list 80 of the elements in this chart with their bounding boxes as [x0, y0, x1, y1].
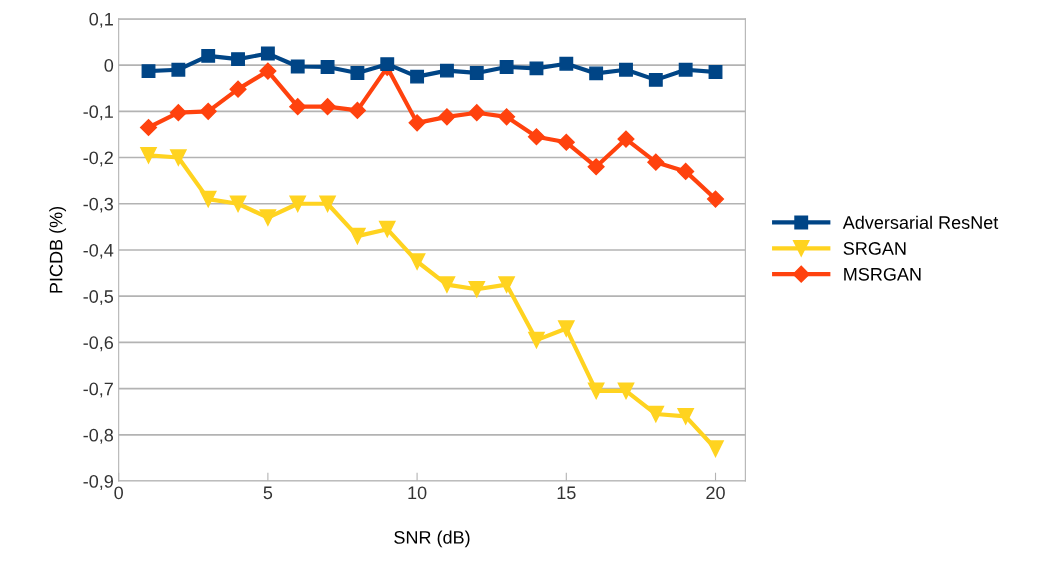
y-tick-label: -0,2 — [83, 151, 113, 167]
y-tick-label: -0,1 — [83, 105, 113, 121]
point — [259, 62, 277, 80]
point — [289, 195, 307, 213]
point — [647, 153, 665, 171]
y-tick-label: -0,9 — [83, 474, 113, 490]
point — [438, 108, 456, 126]
point — [529, 61, 544, 76]
point — [498, 276, 515, 293]
point — [648, 72, 663, 87]
x-tick-label: 5 — [263, 486, 273, 500]
y-tick-label: -0,5 — [83, 290, 114, 306]
point — [380, 57, 395, 72]
point — [141, 64, 156, 79]
point — [350, 66, 365, 80]
legend-label: SRGAN — [843, 242, 906, 255]
y-tick-label: 0 — [104, 59, 114, 72]
point — [617, 130, 635, 148]
point — [498, 108, 516, 126]
point — [410, 69, 425, 84]
point — [290, 59, 305, 74]
point — [260, 46, 275, 61]
point — [201, 48, 216, 63]
point — [677, 162, 695, 180]
legend-label: MSRGAN — [844, 267, 921, 281]
legend-label: Adversarial ResNet — [842, 215, 999, 229]
x-tick-label: 0 — [114, 486, 123, 500]
point — [140, 146, 157, 164]
point — [319, 98, 337, 116]
point — [499, 59, 514, 74]
y-tick-label: -0,3 — [83, 197, 114, 213]
point — [557, 133, 575, 151]
point — [320, 59, 335, 74]
point — [378, 220, 396, 238]
point — [677, 408, 695, 425]
point — [617, 382, 635, 400]
point — [408, 114, 426, 132]
point — [527, 128, 546, 146]
point — [619, 62, 633, 77]
point — [647, 405, 665, 423]
x-axis-title: SNR (dB) — [394, 530, 470, 548]
point — [199, 190, 217, 208]
point — [589, 66, 604, 81]
point — [289, 98, 307, 116]
point — [706, 190, 725, 208]
point — [348, 101, 366, 119]
point — [707, 440, 724, 458]
point — [438, 276, 456, 293]
y-tick-label: 0,1 — [89, 12, 113, 28]
point — [587, 158, 605, 176]
point — [319, 195, 336, 213]
point — [468, 280, 486, 298]
point — [139, 118, 158, 137]
point — [169, 104, 187, 122]
point — [171, 62, 186, 77]
x-tick-label: 15 — [557, 486, 576, 500]
point — [528, 331, 545, 349]
y-axis-title: PICDB (%) — [49, 206, 67, 293]
y-tick-label: -0,8 — [83, 428, 114, 444]
point — [229, 80, 247, 98]
point — [678, 62, 693, 77]
point — [468, 104, 486, 122]
point — [259, 209, 277, 226]
y-tick-label: -0,4 — [83, 243, 114, 259]
point — [408, 253, 426, 270]
point — [708, 65, 723, 79]
point — [587, 382, 605, 400]
y-tick-label: -0,7 — [83, 382, 113, 398]
x-tick-label: 20 — [706, 486, 725, 500]
point — [349, 227, 366, 245]
x-tick-label: 10 — [408, 486, 427, 500]
point — [439, 63, 454, 78]
point — [199, 102, 217, 120]
point — [469, 66, 484, 80]
point — [557, 320, 575, 337]
point — [559, 56, 574, 71]
y-tick-label: -0,6 — [83, 336, 114, 352]
point — [229, 195, 247, 213]
point — [170, 149, 187, 166]
point — [231, 52, 245, 67]
